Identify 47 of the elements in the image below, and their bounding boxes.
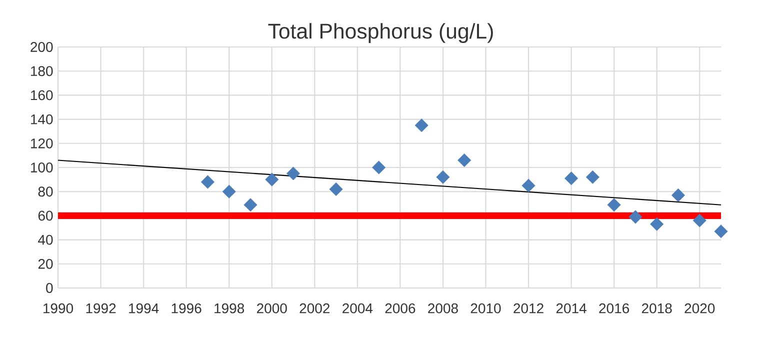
y-tick-label: 60 xyxy=(38,210,53,221)
x-tick-label: 2004 xyxy=(342,303,373,314)
y-tick-label: 0 xyxy=(46,283,53,293)
point xyxy=(628,210,642,224)
y-tick-label: 100 xyxy=(31,162,53,172)
point xyxy=(714,224,728,238)
x-tick-label: 1994 xyxy=(129,303,159,314)
point xyxy=(564,172,578,186)
x-tick-label: 1990 xyxy=(44,303,74,314)
x-tick-label: 2002 xyxy=(300,303,330,314)
point xyxy=(201,175,214,189)
y-tick-label: 20 xyxy=(38,258,53,269)
x-tick-label: 2006 xyxy=(385,303,416,314)
y-tick-label: 200 xyxy=(30,42,53,52)
y-tick-label: 40 xyxy=(38,234,53,245)
point xyxy=(436,170,450,184)
point xyxy=(522,178,536,192)
x-tick-label: 1996 xyxy=(172,303,202,314)
x-tick-label: 2016 xyxy=(599,303,630,314)
point xyxy=(586,170,600,184)
point xyxy=(265,172,279,186)
y-tick-label: 120 xyxy=(31,138,53,148)
y-tick-label: 80 xyxy=(38,186,53,197)
point xyxy=(414,118,428,132)
point xyxy=(244,198,258,212)
point xyxy=(372,160,386,174)
x-tick-label: 2020 xyxy=(684,303,715,314)
x-tick-label: 2008 xyxy=(428,303,458,314)
point xyxy=(692,214,706,228)
point xyxy=(607,198,621,212)
chart-title: Total Phosphorus (ug/L) xyxy=(268,23,493,43)
x-tick-label: 1992 xyxy=(86,303,116,314)
point xyxy=(286,166,300,180)
x-tick-label: 2000 xyxy=(257,303,287,314)
x-tick-label: 2012 xyxy=(514,303,544,314)
y-tick-label: 140 xyxy=(31,114,53,124)
x-tick-label: 1998 xyxy=(214,303,244,314)
x-tick-label: 2018 xyxy=(642,303,672,314)
x-tick-label: 2010 xyxy=(470,303,501,314)
y-tick-label: 160 xyxy=(31,90,53,100)
y-tick-label: 180 xyxy=(31,66,53,76)
point xyxy=(672,188,685,202)
point xyxy=(222,184,236,198)
point xyxy=(329,182,343,196)
x-tick-label: 2014 xyxy=(556,303,586,314)
point xyxy=(458,154,472,167)
point xyxy=(650,217,664,231)
